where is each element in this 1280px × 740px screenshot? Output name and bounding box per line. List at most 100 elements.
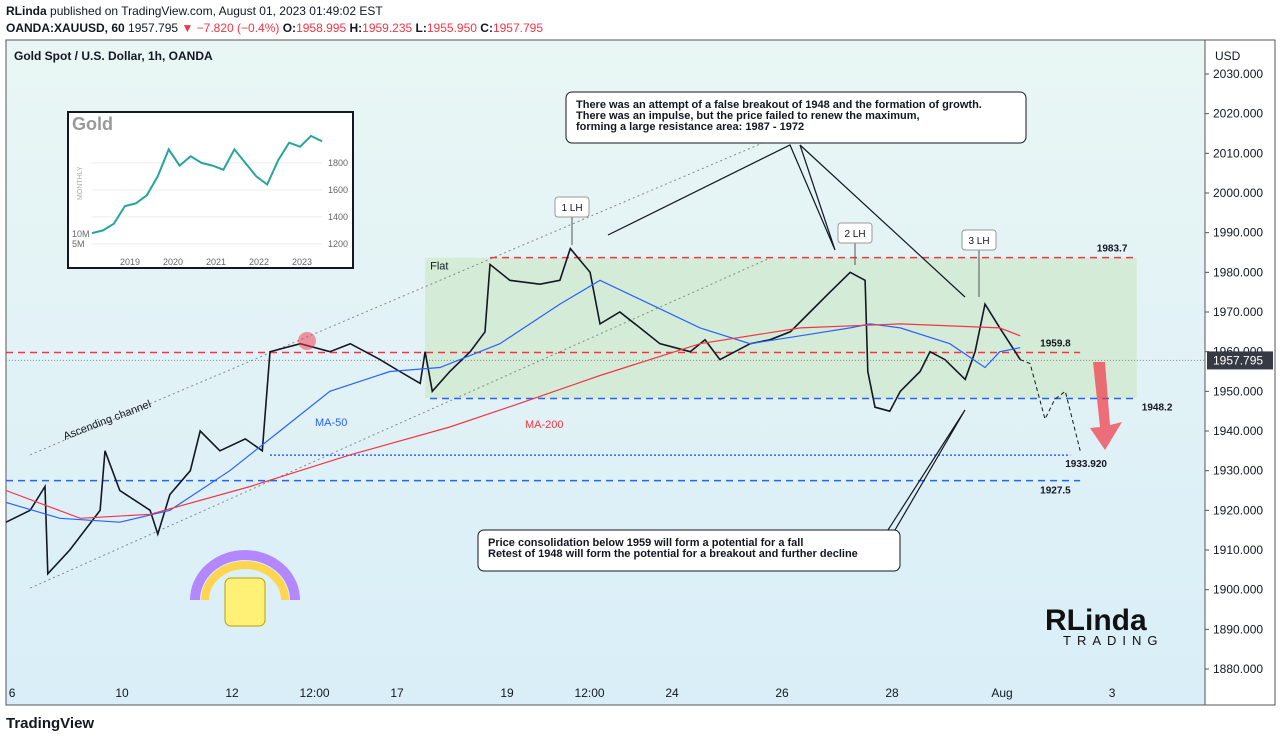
level-label: 1933.920 <box>1065 459 1107 470</box>
y-tick-label: 2030.000 <box>1213 67 1263 81</box>
ohlc-key: L: <box>415 21 427 35</box>
y-tick-label: 2010.000 <box>1213 146 1263 160</box>
inset-tick: 1400 <box>328 212 348 222</box>
inset-year: 2019 <box>120 257 140 267</box>
y-tick-label: 1890.000 <box>1213 622 1263 636</box>
x-tick-label: 19 <box>500 686 514 700</box>
published: published on TradingView.com, August 01,… <box>50 4 383 18</box>
footer: TradingView <box>6 715 94 732</box>
logo-sub: TRADING <box>1063 633 1164 648</box>
arrow <box>1090 362 1122 450</box>
ohlc-value: 1955.950 <box>426 21 477 35</box>
ohlc-key: O: <box>282 21 297 35</box>
lh-box <box>837 222 873 244</box>
inset-line <box>91 134 323 235</box>
inset-tick: 1200 <box>328 239 348 249</box>
x-tick-label: 17 <box>390 686 404 700</box>
publisher: RLinda <box>6 4 47 18</box>
header: RLinda published on TradingView.com, Aug… <box>6 3 543 37</box>
series-label: MA-50 <box>315 417 347 429</box>
lh-label: 1 LH <box>561 203 582 214</box>
y-tick-label: 1930.000 <box>1213 464 1263 478</box>
price-line <box>5 246 1021 576</box>
flat-zone <box>425 257 1137 399</box>
annotation-box <box>477 529 901 572</box>
y-tick-label: 1940.000 <box>1213 424 1263 438</box>
inset-ylabel: MONTHLY <box>77 166 84 200</box>
last: 1957.795 <box>128 21 179 35</box>
annotation-box <box>565 91 1027 144</box>
level-label: 1927.5 <box>1040 486 1071 497</box>
ohlc-key: H: <box>349 21 363 35</box>
level-label: 1959.8 <box>1040 338 1071 349</box>
ohlc-value: 1957.795 <box>492 21 544 35</box>
x-tick-label: 28 <box>885 686 899 700</box>
character <box>224 577 266 627</box>
chart-title: Gold Spot / U.S. Dollar, 1h, OANDA <box>14 49 213 63</box>
x-tick-label: 12:00 <box>300 686 330 700</box>
currency: USD <box>1215 49 1241 63</box>
y-tick-label: 2000.000 <box>1213 186 1263 200</box>
y-tick-label: 1950.000 <box>1213 384 1263 398</box>
price-axis <box>1204 39 1276 706</box>
rainbow <box>201 561 289 601</box>
lh-label: 3 LH <box>968 236 989 247</box>
y-tick-label: 1980.000 <box>1213 265 1263 279</box>
inset-year: 2022 <box>249 257 269 267</box>
level-label: 1983.7 <box>1097 244 1128 255</box>
annotation-text: Retest of 1948 will form the potential f… <box>488 548 858 560</box>
projection-line <box>1020 359 1081 451</box>
last-price-label: 1957.795 <box>1213 353 1263 367</box>
y-tick-label: 2020.000 <box>1213 107 1263 121</box>
y-tick-label: 1900.000 <box>1213 583 1263 597</box>
series-label: MA-200 <box>525 419 564 431</box>
ohlc: L:1955.950 <box>412 21 477 35</box>
annotation-text: Price consolidation below 1959 will form… <box>488 537 803 549</box>
annotation-text: There was an attempt of a false breakout… <box>576 99 982 111</box>
y-tick-label: 1880.000 <box>1213 662 1263 676</box>
y-tick-label: 1920.000 <box>1213 503 1263 517</box>
ohlc-value: 1959.235 <box>362 21 413 35</box>
channel-line <box>29 257 771 589</box>
inset-volume-label: 10M <box>72 229 90 239</box>
level-label: 1948.2 <box>1142 402 1173 413</box>
inset-tick: 1800 <box>328 158 348 168</box>
inset-volume-label: 5M <box>72 239 85 249</box>
annotation-pointer <box>887 409 966 531</box>
annotation-text: forming a large resistance area: 1987 - … <box>576 121 804 133</box>
x-tick-label: 3 <box>1109 686 1116 700</box>
channel-line <box>30 139 771 456</box>
x-tick-label: Aug <box>991 686 1012 700</box>
y-tick-label: 1970.000 <box>1213 305 1263 319</box>
ma-line <box>5 279 1021 523</box>
x-tick-label: 24 <box>665 686 679 700</box>
x-tick-label: 10 <box>115 686 129 700</box>
inset-year: 2023 <box>292 257 312 267</box>
logo-name: RLinda <box>1045 604 1147 637</box>
marker <box>298 332 316 350</box>
inset-title: Gold <box>72 114 113 134</box>
header-line: RLinda published on TradingView.com, Aug… <box>6 3 543 20</box>
zone-label: Flat <box>430 261 448 273</box>
lh-box <box>554 196 590 218</box>
ma-line <box>5 323 1021 519</box>
x-tick-label: 6 <box>9 686 16 700</box>
y-tick-label: 1910.000 <box>1213 543 1263 557</box>
y-tick-label: 1990.000 <box>1213 226 1263 240</box>
rainbow <box>190 550 300 601</box>
ohlc-value: 1958.995 <box>296 21 347 35</box>
x-tick-label: 12:00 <box>575 686 605 700</box>
x-tick-label: 26 <box>775 686 789 700</box>
inset-year: 2021 <box>206 257 226 267</box>
symbol: OANDA:XAUUSD, 60 <box>6 21 125 35</box>
annotation-pointer <box>607 144 966 298</box>
ohlc: C:1957.795 <box>477 21 543 35</box>
x-tick-label: 12 <box>225 686 239 700</box>
header-line: OANDA:XAUUSD, 60 1957.795 ▼ −7.820 (−0.4… <box>6 20 543 37</box>
lh-label: 2 LH <box>844 229 865 240</box>
change: ▼ −7.820 (−0.4%) <box>181 21 280 35</box>
annotation-text: There was an impulse, but the price fail… <box>576 110 920 122</box>
